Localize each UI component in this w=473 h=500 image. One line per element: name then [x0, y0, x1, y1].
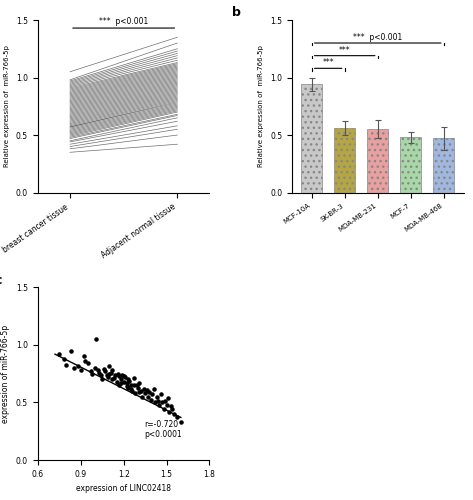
Y-axis label: expression of miR-766-5p: expression of miR-766-5p — [1, 324, 10, 423]
Point — [156, 401, 163, 409]
Point — [105, 362, 113, 370]
Point — [151, 398, 159, 406]
Point — [139, 392, 146, 400]
Point — [173, 414, 180, 422]
Point — [97, 371, 105, 379]
Point — [140, 384, 148, 392]
Point — [133, 381, 140, 389]
Point — [105, 370, 113, 378]
Point — [60, 355, 67, 363]
Text: ***: *** — [339, 46, 350, 54]
Point — [88, 370, 96, 378]
Point — [108, 366, 116, 374]
Point — [108, 376, 116, 384]
Point — [150, 384, 158, 392]
Point — [117, 376, 124, 384]
Point — [120, 372, 127, 380]
Point — [96, 368, 103, 376]
Text: ***  p<0.001: *** p<0.001 — [99, 17, 149, 26]
Point — [160, 406, 167, 413]
Bar — [367, 130, 388, 192]
Point — [98, 376, 106, 384]
Bar — [301, 84, 323, 192]
Point — [144, 392, 152, 400]
Y-axis label: Relative expression of  miR-766-5p: Relative expression of miR-766-5p — [4, 46, 10, 167]
Point — [167, 402, 175, 410]
Point — [147, 396, 155, 404]
Point — [101, 368, 109, 376]
Point — [137, 387, 145, 395]
Point — [168, 406, 176, 413]
Bar — [334, 128, 355, 192]
Point — [164, 394, 172, 402]
Point — [111, 371, 119, 379]
Point — [62, 360, 70, 368]
Bar — [400, 138, 421, 192]
Point — [124, 384, 132, 392]
Point — [81, 357, 89, 365]
Text: c: c — [0, 274, 2, 286]
Point — [91, 364, 99, 372]
X-axis label: expression of LINC02418: expression of LINC02418 — [76, 484, 171, 494]
Point — [70, 364, 78, 372]
Point — [84, 360, 92, 368]
Point — [146, 388, 153, 396]
Point — [110, 374, 117, 382]
Point — [127, 381, 135, 389]
Point — [126, 376, 133, 384]
Point — [123, 382, 131, 390]
Point — [107, 368, 114, 376]
Point — [166, 408, 173, 416]
Point — [129, 387, 136, 395]
Text: r=-0.720
p<0.0001: r=-0.720 p<0.0001 — [144, 420, 182, 440]
Point — [170, 410, 177, 418]
Point — [113, 378, 120, 386]
Point — [80, 352, 88, 360]
Point — [117, 379, 124, 387]
Point — [77, 366, 85, 374]
Point — [134, 384, 142, 392]
Point — [157, 390, 165, 398]
Point — [123, 379, 131, 387]
Point — [141, 390, 149, 398]
Point — [124, 376, 132, 384]
Point — [114, 370, 122, 378]
Bar — [433, 138, 455, 192]
Point — [94, 366, 102, 374]
Point — [177, 418, 184, 426]
Text: b: b — [232, 6, 241, 19]
Point — [149, 390, 156, 398]
Point — [67, 346, 75, 354]
Point — [103, 371, 110, 379]
Point — [130, 374, 138, 382]
Point — [93, 335, 100, 343]
Point — [161, 398, 169, 406]
Point — [104, 373, 112, 381]
Point — [163, 401, 170, 409]
Point — [118, 371, 126, 379]
Point — [154, 398, 162, 406]
Point — [120, 378, 127, 386]
Text: ***  p<0.001: *** p<0.001 — [353, 33, 403, 42]
Point — [115, 372, 123, 380]
Point — [158, 398, 166, 406]
Point — [127, 384, 135, 392]
Point — [130, 381, 138, 389]
Point — [74, 362, 82, 370]
Point — [153, 392, 160, 400]
Point — [87, 368, 95, 376]
Point — [55, 350, 63, 358]
Point — [136, 379, 143, 387]
Point — [131, 390, 139, 398]
Point — [100, 365, 107, 373]
Y-axis label: Relative expression of  miR-766-5p: Relative expression of miR-766-5p — [258, 46, 264, 167]
Point — [121, 373, 129, 381]
Text: ***: *** — [323, 58, 334, 67]
Point — [136, 388, 143, 396]
Point — [115, 381, 123, 389]
Point — [143, 386, 150, 394]
